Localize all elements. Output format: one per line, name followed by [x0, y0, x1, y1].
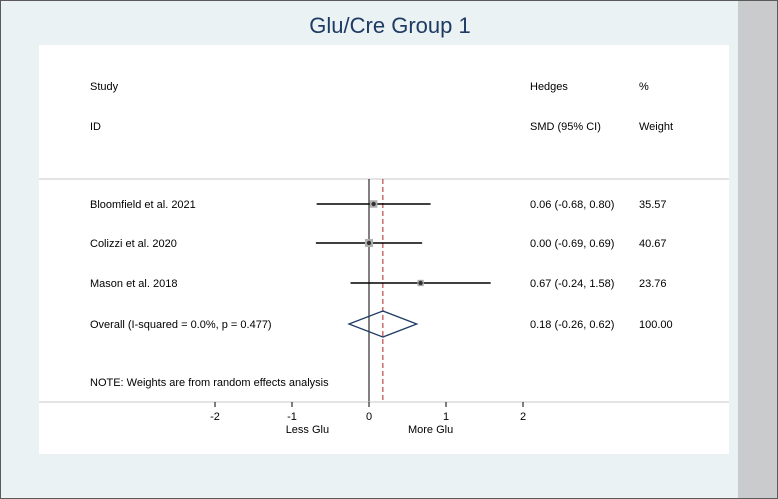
weight-value: 23.76: [639, 278, 667, 290]
overall-label: Overall (I-squared = 0.0%, p = 0.477): [90, 319, 272, 331]
weight-value: 35.57: [639, 199, 667, 211]
more-glu-label: More Glu: [408, 424, 453, 436]
overall-weight-value: 100.00: [639, 319, 673, 331]
x-tick-label: -1: [287, 411, 297, 423]
header-smd: SMD (95% CI): [530, 121, 601, 133]
chart-title: Glu/Cre Group 1: [309, 13, 471, 38]
weight-value: 40.67: [639, 238, 667, 250]
header-study: Study: [90, 81, 119, 93]
overall-diamond: [347, 310, 419, 338]
x-tick-label: 2: [520, 411, 526, 423]
x-tick-label: 0: [366, 411, 372, 423]
ci-value: 0.67 (-0.24, 1.58): [530, 278, 614, 290]
header-percent: %: [639, 81, 649, 93]
header-id: ID: [90, 121, 101, 133]
plot-layer: Bloomfield et al. 2021 0.06 (-0.68, 0.80)…: [39, 179, 729, 436]
less-glu-label: Less Glu: [286, 424, 329, 436]
point-estimate: [418, 280, 423, 286]
overall-ci-value: 0.18 (-0.26, 0.62): [530, 319, 614, 331]
x-tick-label: -2: [210, 411, 220, 423]
point-estimate: [366, 240, 372, 246]
ci-value: 0.06 (-0.68, 0.80): [530, 199, 614, 211]
forest-plot: Study ID Hedges SMD (95% CI) % Weight Bl…: [39, 81, 729, 436]
ci-value: 0.00 (-0.69, 0.69): [530, 238, 614, 250]
weights-note: NOTE: Weights are from random effects an…: [90, 377, 329, 389]
point-estimate: [371, 201, 376, 207]
header-weight: Weight: [639, 121, 673, 133]
study-label: Mason et al. 2018: [90, 278, 177, 290]
header-hedges: Hedges: [530, 81, 568, 93]
x-tick-label: 1: [443, 411, 449, 423]
study-label: Bloomfield et al. 2021: [90, 199, 196, 211]
plot-panel: Study ID Hedges SMD (95% CI) % Weight Bl…: [39, 45, 729, 454]
study-label: Colizzi et al. 2020: [90, 238, 177, 250]
